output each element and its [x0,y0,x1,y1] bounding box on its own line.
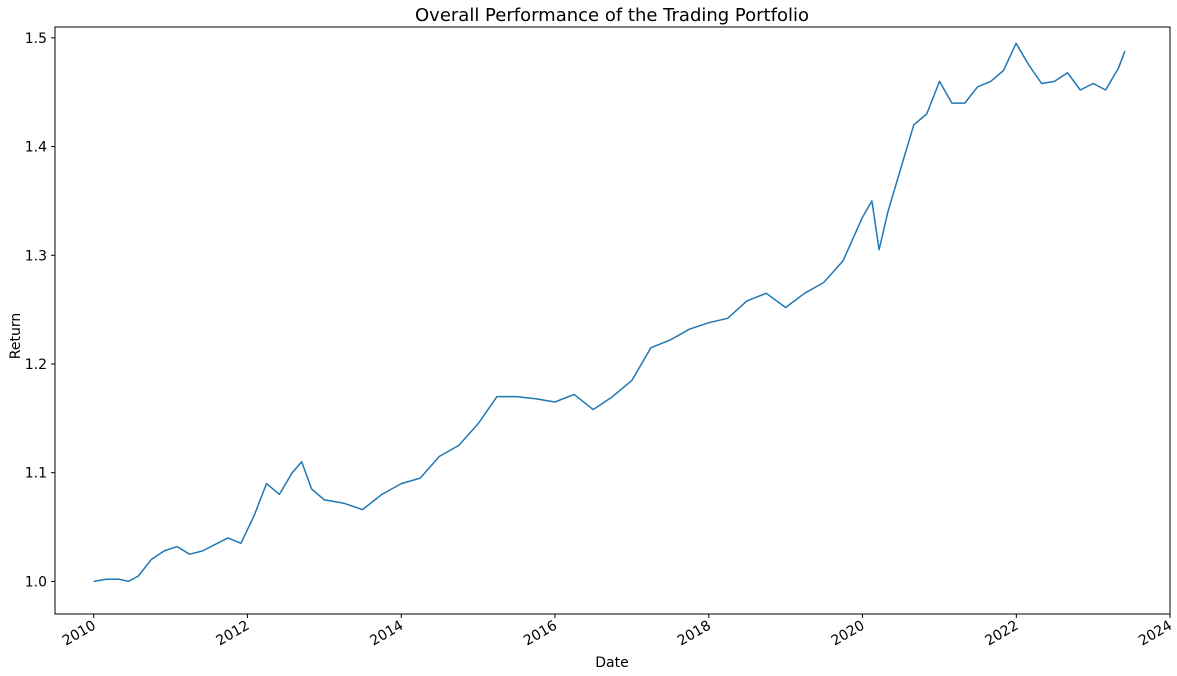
series-layer [93,42,1126,583]
y-tick-label: 1.4 [25,140,47,156]
y-tick-label: 1.0 [25,574,47,590]
x-tick-label: 2018 [675,618,714,650]
x-tick-label: 2010 [60,618,99,650]
y-tick-label: 1.1 [25,466,47,482]
x-axis-label: Date [595,655,628,671]
y-axis-label: Return [8,313,24,359]
x-tick-label: 2022 [982,618,1021,650]
series-line-0 [93,42,1126,583]
x-tick-label: 2016 [521,618,560,650]
x-tick-label: 2014 [367,618,406,650]
y-tick-label: 1.5 [25,31,47,47]
x-tick-label: 2024 [1136,618,1175,650]
y-tick-label: 1.2 [25,357,47,373]
x-tick-label: 2012 [214,618,253,650]
x-tick-label: 2020 [829,618,868,650]
chart-title: Overall Performance of the Trading Portf… [415,5,809,26]
plot-frame [54,26,1171,615]
axis-ticks: 1.0 1.1 1.2 1.3 1.4 1.5 2010 2012 2014 2016 2018 20… [25,31,1175,649]
y-tick-label: 1.3 [25,248,47,264]
